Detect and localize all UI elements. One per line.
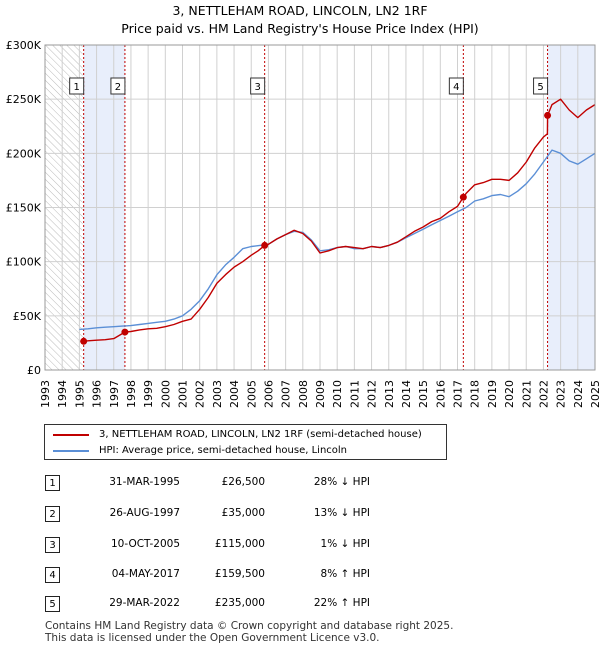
x-tick-label: 2002	[194, 380, 207, 408]
x-tick-label: 2009	[314, 380, 327, 408]
x-tick-label: 2021	[520, 380, 533, 408]
x-tick-label: 2006	[262, 380, 275, 408]
x-tick-label: 2016	[434, 380, 447, 408]
x-tick-label: 2011	[348, 380, 361, 408]
transaction-price: £159,500	[214, 568, 265, 580]
x-tick-label: 2014	[400, 380, 413, 408]
transaction-number: 3	[45, 537, 60, 553]
marker-label-box	[533, 77, 549, 95]
transaction-number: 5	[45, 596, 60, 612]
sale-point	[261, 241, 269, 249]
x-tick-label: 2019	[486, 380, 499, 408]
transaction-price: £35,000	[221, 507, 265, 519]
x-tick-label: 1999	[142, 380, 155, 408]
y-tick-label: £100K	[6, 256, 42, 269]
transaction-hpi: 22% ↑ HPI	[313, 597, 370, 609]
legend-hpi-label: HPI: Average price, semi-detached house,…	[99, 445, 348, 456]
price-chart: 1 2 3 4 5 £0 £50K £100K £150K £200K £250K £300K 199…	[6, 39, 600, 408]
table-row: 5 29-MAR-2022 £235,000 22% ↑ HPI	[0, 596, 600, 616]
x-tick-label: 2007	[280, 380, 293, 408]
marker-label-box	[448, 77, 464, 95]
sale-point	[121, 328, 129, 336]
property-series-line	[83, 98, 596, 342]
transaction-hpi: 13% ↓ HPI	[313, 507, 370, 519]
x-tick-label: 1998	[125, 380, 138, 408]
x-tick-label: 2013	[383, 380, 396, 408]
table-row: 2 26-AUG-1997 £35,000 13% ↓ HPI	[0, 506, 600, 526]
x-tick-label: 2015	[417, 380, 430, 408]
x-tick-label: 2018	[469, 380, 482, 408]
marker-label-box	[69, 77, 85, 95]
transaction-hpi: 28% ↓ HPI	[313, 476, 370, 488]
legend-blue-line	[53, 450, 89, 452]
x-tick-label: 2017	[452, 380, 465, 408]
x-tick-label: 2005	[245, 380, 258, 408]
y-tick-label: £200K	[6, 147, 42, 160]
chart-subtitle: Price paid vs. HM Land Registry's House …	[121, 21, 479, 36]
transaction-date: 29-MAR-2022	[109, 597, 180, 609]
x-tick-label: 2023	[555, 380, 568, 408]
transaction-date: 10-OCT-2005	[111, 538, 180, 550]
x-tick-label: 1996	[91, 380, 104, 408]
x-tick-label: 2022	[537, 380, 550, 408]
transaction-number: 1	[45, 475, 60, 491]
transaction-price: £235,000	[214, 597, 265, 609]
x-tick-label: 2012	[366, 380, 379, 408]
table-row: 4 04-MAY-2017 £159,500 8% ↑ HPI	[0, 567, 600, 587]
marker-label: 1	[73, 82, 79, 93]
transaction-hpi: 8% ↑ HPI	[320, 568, 370, 580]
x-tick-label: 2025	[589, 380, 600, 408]
legend: 3, NETTLEHAM ROAD, LINCOLN, LN2 1RF (sem…	[44, 424, 447, 460]
marker-label-box	[110, 77, 126, 95]
legend-red-line	[53, 434, 89, 436]
transaction-date: 04-MAY-2017	[111, 568, 180, 580]
transaction-price: £115,000	[214, 538, 265, 550]
x-tick-label: 1993	[39, 380, 52, 408]
x-tick-label: 2000	[159, 380, 172, 408]
transaction-number: 4	[45, 567, 60, 583]
x-tick-label: 2008	[297, 380, 310, 408]
y-tick-label: £50K	[13, 310, 42, 323]
marker-label-box	[250, 77, 266, 95]
y-tick-label: £250K	[6, 93, 42, 106]
footer-copyright: Contains HM Land Registry data © Crown c…	[45, 620, 454, 632]
y-tick-label: £0	[27, 364, 41, 377]
marker-label: 4	[453, 82, 459, 93]
sale-point	[544, 111, 552, 119]
marker-label: 5	[537, 82, 543, 93]
x-tick-label: 2004	[228, 380, 241, 408]
x-tick-label: 2001	[177, 380, 190, 408]
transaction-date: 31-MAR-1995	[109, 476, 180, 488]
x-tick-label: 2024	[572, 380, 585, 408]
x-tick-label: 2003	[211, 380, 224, 408]
marker-label: 2	[115, 82, 121, 93]
sale-point	[459, 193, 467, 201]
transaction-price: £26,500	[221, 476, 265, 488]
transaction-date: 26-AUG-1997	[109, 507, 180, 519]
y-tick-label: £300K	[6, 39, 42, 52]
plot-frame	[44, 44, 596, 371]
chart-title: 3, NETTLEHAM ROAD, LINCOLN, LN2 1RF	[172, 3, 428, 18]
x-tick-label: 2010	[331, 380, 344, 408]
x-tick-label: 1997	[108, 380, 121, 408]
y-tick-label: £150K	[6, 202, 42, 215]
footer-licence: This data is licensed under the Open Gov…	[45, 632, 380, 644]
transaction-number: 2	[45, 506, 60, 522]
marker-label: 3	[254, 82, 260, 93]
table-row: 3 10-OCT-2005 £115,000 1% ↓ HPI	[0, 537, 600, 557]
table-row: 1 31-MAR-1995 £26,500 28% ↓ HPI	[0, 475, 600, 495]
sale-point	[80, 337, 88, 345]
x-tick-label: 1994	[56, 380, 69, 408]
legend-property-label: 3, NETTLEHAM ROAD, LINCOLN, LN2 1RF (sem…	[99, 429, 422, 440]
transaction-hpi: 1% ↓ HPI	[320, 538, 370, 550]
x-tick-label: 1995	[73, 380, 86, 408]
x-tick-label: 2020	[503, 380, 516, 408]
